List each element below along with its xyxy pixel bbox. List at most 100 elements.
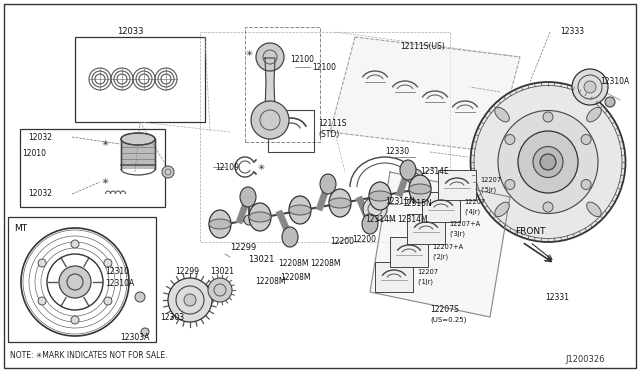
Circle shape: [572, 69, 608, 105]
Ellipse shape: [495, 108, 509, 122]
Ellipse shape: [400, 160, 416, 180]
Text: 12315N: 12315N: [402, 199, 432, 208]
Text: 12315N: 12315N: [385, 198, 415, 206]
Bar: [390, 237, 428, 267]
Circle shape: [184, 294, 196, 306]
Ellipse shape: [587, 202, 601, 217]
Circle shape: [605, 97, 615, 107]
Text: 12314M: 12314M: [397, 215, 428, 224]
Text: (‘4Jr): (‘4Jr): [464, 209, 480, 215]
Text: 12208M: 12208M: [280, 273, 310, 282]
Text: 12303A: 12303A: [120, 333, 149, 341]
Circle shape: [584, 81, 596, 93]
Text: (US=0.25): (US=0.25): [430, 317, 467, 323]
Text: 12100: 12100: [290, 55, 314, 64]
Text: 12010: 12010: [22, 150, 46, 158]
Bar: [20, 129, 165, 207]
Text: 12207+A: 12207+A: [432, 244, 463, 250]
Circle shape: [244, 215, 254, 225]
Text: 12111S: 12111S: [318, 119, 346, 128]
Bar: [121, 139, 155, 169]
Text: 12310: 12310: [105, 267, 129, 276]
Text: 12207S: 12207S: [430, 305, 459, 314]
Ellipse shape: [409, 175, 431, 203]
Ellipse shape: [369, 182, 391, 210]
Text: 12208M: 12208M: [310, 260, 340, 269]
Ellipse shape: [533, 147, 563, 177]
Text: 12208M: 12208M: [278, 260, 308, 269]
Ellipse shape: [329, 198, 351, 208]
Text: MT: MT: [14, 224, 27, 233]
Bar: [268, 110, 314, 152]
Text: 12303: 12303: [160, 312, 184, 321]
Ellipse shape: [121, 133, 155, 145]
Text: 12331: 12331: [545, 292, 569, 301]
Text: ✳: ✳: [102, 140, 109, 148]
Ellipse shape: [320, 174, 336, 194]
Ellipse shape: [518, 131, 578, 193]
Ellipse shape: [581, 135, 591, 144]
Bar: [375, 262, 413, 292]
Ellipse shape: [470, 82, 625, 242]
Text: 12333: 12333: [560, 28, 584, 36]
Text: 12111S(US): 12111S(US): [400, 42, 445, 51]
Circle shape: [363, 197, 387, 221]
Text: 12032: 12032: [28, 132, 52, 141]
Text: ✳: ✳: [245, 49, 252, 58]
Bar: [245, 27, 320, 142]
Ellipse shape: [369, 191, 391, 201]
Ellipse shape: [209, 219, 231, 229]
Ellipse shape: [249, 203, 271, 231]
Text: ✳: ✳: [102, 177, 109, 186]
Text: 12033: 12033: [116, 28, 143, 36]
Bar: [75, 37, 205, 122]
Circle shape: [540, 154, 556, 170]
Circle shape: [208, 278, 232, 302]
Text: 12310A: 12310A: [105, 279, 134, 289]
Text: 13021: 13021: [210, 267, 234, 276]
Ellipse shape: [505, 135, 515, 144]
Circle shape: [104, 259, 112, 267]
Text: NOTE: ✳MARK INDICATES NOT FOR SALE.: NOTE: ✳MARK INDICATES NOT FOR SALE.: [10, 352, 168, 360]
Text: 12200: 12200: [352, 234, 376, 244]
Ellipse shape: [581, 180, 591, 189]
Circle shape: [38, 297, 46, 305]
Circle shape: [407, 169, 423, 185]
Ellipse shape: [329, 189, 351, 217]
Ellipse shape: [505, 180, 515, 189]
Text: 12310A: 12310A: [600, 77, 629, 87]
Ellipse shape: [249, 212, 271, 222]
Text: (‘1Jr): (‘1Jr): [417, 279, 433, 285]
Circle shape: [168, 278, 212, 322]
Bar: [407, 214, 445, 244]
Ellipse shape: [240, 187, 256, 207]
Text: (‘3Jr): (‘3Jr): [449, 231, 465, 237]
Circle shape: [256, 43, 284, 71]
Text: 12207: 12207: [417, 269, 438, 275]
Text: 12109: 12109: [215, 163, 239, 171]
Text: FRONT: FRONT: [515, 228, 545, 237]
Text: 12299: 12299: [175, 267, 199, 276]
Text: 12207: 12207: [480, 177, 501, 183]
Text: (‘2Jr): (‘2Jr): [432, 254, 448, 260]
Text: 12208M: 12208M: [255, 278, 285, 286]
Text: 12207+A: 12207+A: [449, 221, 480, 227]
Ellipse shape: [289, 205, 311, 215]
Ellipse shape: [587, 108, 601, 122]
Circle shape: [38, 259, 46, 267]
Circle shape: [71, 316, 79, 324]
Ellipse shape: [282, 227, 298, 247]
Circle shape: [162, 166, 174, 178]
Circle shape: [104, 297, 112, 305]
Circle shape: [59, 266, 91, 298]
Text: 12330: 12330: [385, 148, 409, 157]
Circle shape: [71, 240, 79, 248]
Circle shape: [251, 101, 289, 139]
Circle shape: [141, 328, 149, 336]
Bar: [422, 192, 460, 222]
Text: 12314E: 12314E: [420, 167, 449, 176]
Polygon shape: [370, 172, 510, 317]
Bar: [438, 170, 476, 200]
Polygon shape: [330, 37, 520, 152]
Ellipse shape: [209, 210, 231, 238]
